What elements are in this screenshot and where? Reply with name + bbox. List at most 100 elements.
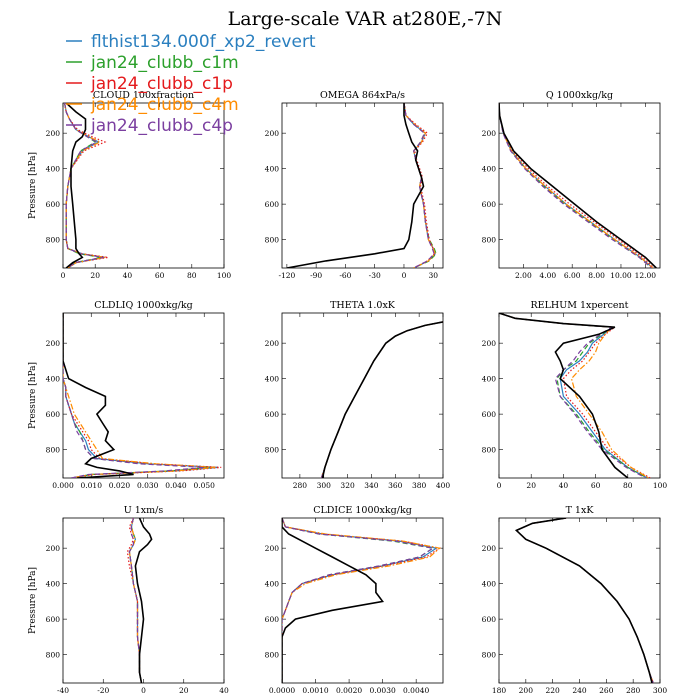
y-tick-label: 600 [482, 615, 497, 624]
main-title: Large-scale VAR at280E,-7N [228, 8, 503, 30]
plot-frame [62, 517, 225, 684]
x-tick-label: 20 [90, 271, 100, 280]
reference-line [282, 518, 385, 683]
series-group [63, 313, 222, 478]
x-tick-label: 0.020 [109, 481, 131, 490]
y-tick-label: 600 [265, 615, 280, 624]
panel-title: CLDICE 1000xkg/kg [313, 505, 412, 516]
legend-item: jan24_clubb_c1p [66, 74, 233, 94]
x-tick-label: 2.00 [515, 271, 532, 280]
x-tick-label: 80 [187, 271, 197, 280]
x-tick-label: 10.00 [610, 271, 632, 280]
y-tick-label: 800 [46, 446, 61, 455]
panel-title: OMEGA 864xPa/s [320, 90, 405, 101]
y-tick-label: 200 [265, 339, 280, 348]
x-tick-label: 40 [559, 481, 569, 490]
series-line-jan24-clubb-c4p [282, 518, 435, 683]
series-line-jan24-clubb-c4p [320, 321, 443, 478]
series-line-jan24-clubb-c1m [499, 103, 652, 268]
legend-item: jan24_clubb_c4p [66, 116, 233, 136]
x-tick-label: 0 [402, 271, 407, 280]
legend: flthist134.000f_xp2_revertjan24_clubb_c1… [66, 32, 316, 136]
x-tick-label: -60 [339, 271, 351, 280]
x-tick-label: 0.010 [81, 481, 103, 490]
x-tick-label: 380 [412, 481, 427, 490]
plot-frame [498, 517, 661, 684]
x-tick-label: 30 [428, 271, 438, 280]
panel-title: RELHUM 1xpercent [531, 300, 629, 311]
y-tick-label: 600 [265, 200, 280, 209]
series-line-flthist134-000f-xp2-revert [515, 518, 654, 683]
reference-line [286, 103, 425, 268]
series-line-jan24-clubb-c4p [515, 518, 654, 683]
legend-item: jan24_clubb_c4m [66, 95, 239, 115]
x-tick-label: 0 [61, 271, 66, 280]
x-tick-label: 100 [217, 271, 232, 280]
panel-2: -120 -90 -60 -30 0 30 200 400 600 800 OMEGA 864xPa… [265, 90, 444, 280]
y-tick-label: 200 [482, 339, 497, 348]
reference-line [514, 518, 653, 683]
y-tick-label: 400 [46, 165, 61, 174]
y-axis-label: Pressure [hPa] [28, 567, 38, 634]
panel-title: Q 1000xkg/kg [546, 90, 613, 101]
series-line-jan24-clubb-c4m [63, 313, 216, 478]
x-tick-label: 340 [364, 481, 379, 490]
series-line-flthist134-000f-xp2-revert [320, 321, 443, 478]
x-tick-label: 0.0010 [302, 686, 328, 695]
x-tick-label: 0.030 [137, 481, 159, 490]
x-tick-label: 20 [179, 686, 189, 695]
y-tick-label: 800 [482, 236, 497, 245]
y-tick-label: 800 [46, 236, 61, 245]
reference-line [65, 103, 87, 268]
series-line-jan24-clubb-c1p [320, 321, 443, 478]
series-line-jan24-clubb-c1p [282, 518, 442, 683]
x-tick-label: 0.0030 [370, 686, 396, 695]
series-line-jan24-clubb-c4p [499, 103, 652, 268]
panel-9: 180 200 220 240 260 280 300 200 400 600 800 T 1xK [482, 505, 668, 695]
series-line-jan24-clubb-c4p [64, 103, 104, 268]
x-tick-label: 0.0040 [403, 686, 429, 695]
x-tick-label: 0 [497, 481, 502, 490]
legend-label: jan24_clubb_c4p [90, 116, 233, 136]
legend-label: jan24_clubb_c1m [90, 53, 239, 73]
y-tick-label: 200 [482, 129, 497, 138]
x-tick-label: 60 [591, 481, 601, 490]
reference-line [499, 313, 629, 478]
x-tick-label: 0.000 [52, 481, 74, 490]
x-tick-label: 4.00 [539, 271, 556, 280]
y-tick-label: 400 [265, 165, 280, 174]
reference-line [63, 313, 134, 478]
series-group [499, 313, 651, 478]
y-tick-label: 200 [265, 129, 280, 138]
series-line-jan24-clubb-c1p [63, 313, 222, 478]
y-tick-label: 400 [265, 375, 280, 384]
series-line-jan24-clubb-c1m [63, 313, 210, 478]
x-tick-label: -90 [310, 271, 322, 280]
x-tick-label: 60 [155, 271, 165, 280]
x-tick-label: 8.00 [588, 271, 605, 280]
x-tick-label: 6.00 [564, 271, 581, 280]
series-line-jan24-clubb-c4m [282, 518, 441, 683]
plot-frame [281, 517, 444, 684]
series-line-jan24-clubb-c4p [403, 103, 435, 268]
x-tick-label: 40 [219, 686, 229, 695]
series-group [320, 321, 443, 478]
x-tick-label: 220 [546, 686, 561, 695]
y-axis-label: Pressure [hPa] [28, 362, 38, 429]
series-line-jan24-clubb-c4m [499, 103, 654, 268]
series-line-jan24-clubb-c1p [515, 518, 654, 683]
y-tick-label: 600 [482, 200, 497, 209]
plot-frame [281, 102, 444, 269]
panel-title: U 1xm/s [124, 505, 164, 516]
x-tick-label: 280 [626, 686, 641, 695]
y-tick-label: 200 [265, 544, 280, 553]
x-tick-label: 200 [519, 686, 534, 695]
series-line-jan24-clubb-c1p [499, 103, 655, 268]
x-tick-label: 0 [141, 686, 146, 695]
y-tick-label: 400 [482, 580, 497, 589]
legend-item: flthist134.000f_xp2_revert [66, 32, 316, 52]
x-tick-label: -30 [369, 271, 381, 280]
series-line-jan24-clubb-c4m [499, 313, 650, 478]
panel-title: THETA 1.0xK [330, 300, 396, 311]
